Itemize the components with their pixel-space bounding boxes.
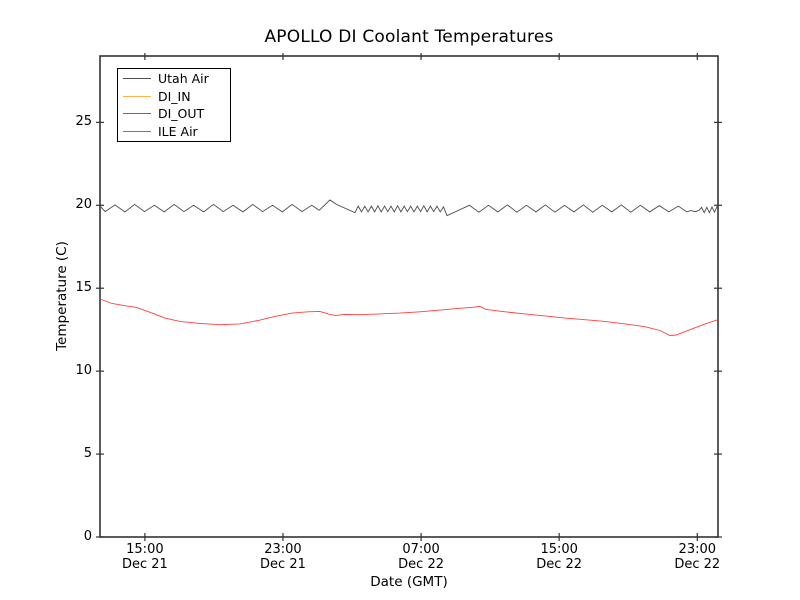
chart-title: APOLLO DI Coolant Temperatures (264, 27, 554, 47)
legend-line-swatch (123, 113, 151, 115)
legend-label: Utah Air (158, 71, 209, 87)
series-line-utah-air (99, 199, 719, 217)
x-tick-label: 07:00 Dec 22 (376, 542, 466, 572)
legend-entry: DI_IN (118, 88, 230, 106)
plot-frame (99, 55, 719, 538)
x-tick-time: 15:00 (126, 542, 164, 557)
legend-entry: ILE Air (118, 123, 230, 141)
x-tick-date: Dec 22 (536, 557, 583, 572)
legend-entry: DI_OUT (118, 105, 230, 123)
x-tick-label: 23:00 Dec 21 (238, 542, 328, 572)
y-tick-label: 25 (75, 114, 92, 130)
x-tick-date: Dec 22 (398, 557, 444, 572)
x-tick-date: Dec 22 (674, 557, 721, 572)
x-tick-time: 23:00 (264, 542, 302, 557)
x-tick-label: 15:00 Dec 21 (100, 542, 190, 572)
x-tick-label: 15:00 Dec 22 (514, 542, 604, 572)
series-line-ile-air (99, 298, 719, 336)
legend-label: DI_IN (158, 88, 191, 104)
x-tick-date: Dec 21 (260, 557, 306, 572)
y-tick-label: 10 (75, 363, 92, 379)
x-tick-date: Dec 21 (121, 557, 168, 572)
x-tick-label: 23:00 Dec 22 (652, 542, 742, 572)
x-tick-time: 07:00 (402, 542, 440, 557)
legend-line-swatch (123, 95, 151, 97)
x-tick-time: 23:00 (678, 542, 717, 557)
legend-line-swatch (123, 78, 151, 80)
x-tick-time: 15:00 (540, 542, 578, 557)
legend: Utah Air DI_IN DI_OUT ILE Air (117, 68, 231, 142)
y-tick-label: 0 (83, 529, 92, 544)
y-tick-label: 20 (75, 197, 92, 213)
y-tick-label: 15 (75, 280, 92, 296)
legend-label: DI_OUT (158, 106, 205, 122)
legend-line-swatch (123, 130, 151, 132)
legend-label: ILE Air (158, 123, 198, 139)
legend-entry: Utah Air (118, 70, 230, 88)
y-tick-label: 5 (83, 446, 92, 462)
x-axis-label: Date (GMT) (370, 574, 448, 590)
